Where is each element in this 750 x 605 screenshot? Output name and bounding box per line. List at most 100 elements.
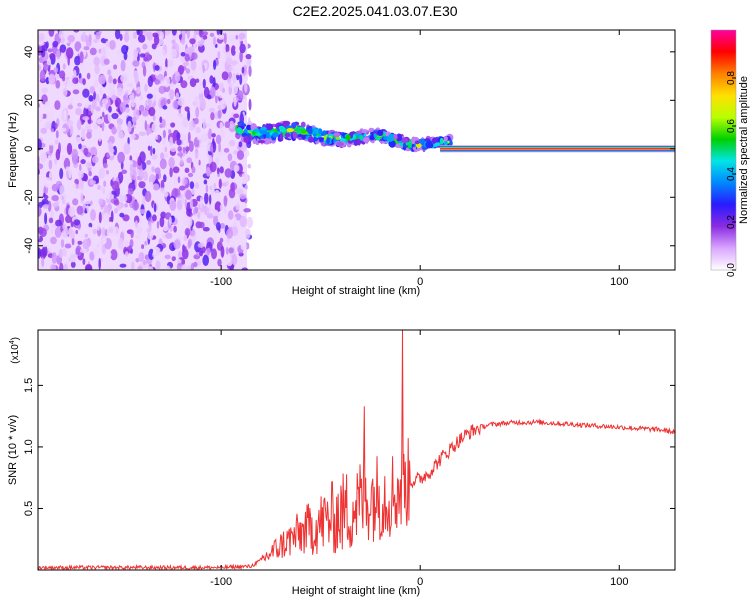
noise-cell [211,209,219,217]
noise-cell [169,216,172,225]
noise-cell [139,53,146,58]
noise-cell [215,134,222,145]
noise-cell [181,264,188,270]
noise-cell [189,198,193,210]
noise-cell [151,153,158,160]
noise-cell [126,178,133,184]
noise-cell [233,216,238,228]
noise-cell [59,168,64,180]
noise-cell [38,138,42,151]
noise-cell [244,150,250,157]
noise-cell [235,35,238,40]
noise-cell [171,39,176,44]
noise-cell [181,30,186,38]
noise-cell [214,201,222,213]
carrier-cell [373,133,377,138]
noise-cell [41,87,49,93]
noise-cell [93,90,96,100]
y-tick-label: 20 [23,94,35,106]
noise-cell [187,239,191,249]
noise-cell [164,30,171,36]
noise-cell [40,127,48,134]
noise-cell [179,185,186,191]
carrier-cell [439,137,444,145]
noise-cell [85,123,92,130]
noise-cell [189,78,197,88]
noise-cell [81,155,85,161]
noise-cell [209,185,213,191]
carrier-cell [333,132,341,138]
noise-cell [197,135,200,141]
noise-cell [38,69,39,71]
noise-cell [48,159,53,170]
noise-cell [146,139,153,146]
noise-cell [169,200,177,211]
noise-cell [147,230,154,240]
noise-cell [173,225,177,233]
noise-cell [152,183,160,191]
noise-cell [234,164,240,172]
noise-cell [117,130,124,140]
noise-cell [209,107,215,113]
noise-cell [85,161,93,169]
noise-cell [174,115,182,128]
noise-cell [52,202,59,208]
carrier-cell [402,143,407,148]
noise-cell [180,54,186,63]
noise-cell [153,50,161,63]
noise-cell [142,43,148,50]
noise-cell [81,128,86,140]
x-tick-label: -100 [210,576,232,588]
carrier-cell [443,139,448,148]
carrier-cell [335,136,341,140]
noise-cell [70,125,74,135]
noise-cell [245,73,249,82]
noise-cell [117,151,125,164]
noise-cell [166,98,171,105]
carrier-cell [345,134,351,141]
noise-cell [108,75,113,85]
noise-cell [54,122,58,130]
noise-cell [192,261,198,268]
carrier-band [440,148,675,150]
noise-cell [231,254,238,266]
noise-cell [198,159,201,166]
noise-cell [197,211,200,219]
noise-cell [77,240,83,245]
noise-cell [160,152,165,160]
noise-cell [103,163,108,169]
noise-cell [83,197,91,205]
noise-cell [111,112,119,120]
noise-cell [76,119,82,131]
noise-cell [142,260,147,265]
noise-cell [195,126,201,134]
carrier-cell [246,124,252,131]
noise-cell [97,185,101,190]
noise-cell [193,208,196,216]
noise-cell [144,83,148,93]
carrier-cell [260,126,267,131]
noise-cell [155,173,159,181]
carrier-cell [377,129,384,136]
noise-cell [222,88,226,93]
noise-cell [221,71,229,81]
noise-cell [161,119,166,128]
noise-cell [83,147,89,156]
noise-cell [77,102,82,107]
noise-cell [123,32,130,43]
noise-cell [147,75,154,88]
noise-cell [144,240,148,246]
noise-cell [108,227,114,234]
noise-cell [219,121,224,131]
noise-cell [246,216,254,229]
carrier-cell [300,121,306,128]
noise-cell [150,145,153,156]
carrier-cell [412,146,417,151]
noise-cell [39,228,47,237]
noise-cell [134,220,138,228]
noise-cell [147,266,154,270]
noise-cell [241,179,247,185]
noise-cell [146,99,154,106]
noise-cell [61,47,65,54]
noise-cell [138,104,145,112]
